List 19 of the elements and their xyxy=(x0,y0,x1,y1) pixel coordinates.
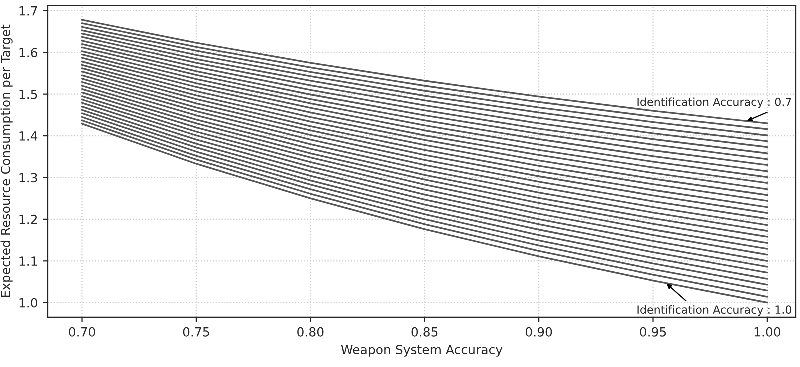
y-axis-title: Expected Resource Consumption per Target xyxy=(0,24,13,298)
x-tick-label: 0.85 xyxy=(412,327,438,337)
x-tick-label: 0.80 xyxy=(298,327,324,337)
y-tick-label: 1.5 xyxy=(20,90,38,100)
y-tick-label: 1.6 xyxy=(20,48,38,58)
y-tick-label: 1.4 xyxy=(20,132,38,141)
annotation: Identification Accuracy : 1.0 xyxy=(638,305,792,316)
x-tick-label: 0.95 xyxy=(640,327,666,337)
x-tick-label: 0.70 xyxy=(69,327,96,337)
annotation: Identification Accuracy : 0.7 xyxy=(638,98,792,108)
y-tick-label: 1.1 xyxy=(20,256,38,266)
x-tick-label: 0.90 xyxy=(526,327,552,337)
y-tick-label: 1.2 xyxy=(20,214,38,224)
x-tick-label: 1.00 xyxy=(754,327,781,337)
x-axis-title: Weapon System Accuracy xyxy=(341,345,503,357)
x-tick-label: 0.75 xyxy=(183,327,210,337)
y-tick-label: 1.0 xyxy=(20,298,38,308)
y-tick-label: 1.3 xyxy=(20,173,38,183)
y-tick-label: 1.7 xyxy=(20,6,38,16)
